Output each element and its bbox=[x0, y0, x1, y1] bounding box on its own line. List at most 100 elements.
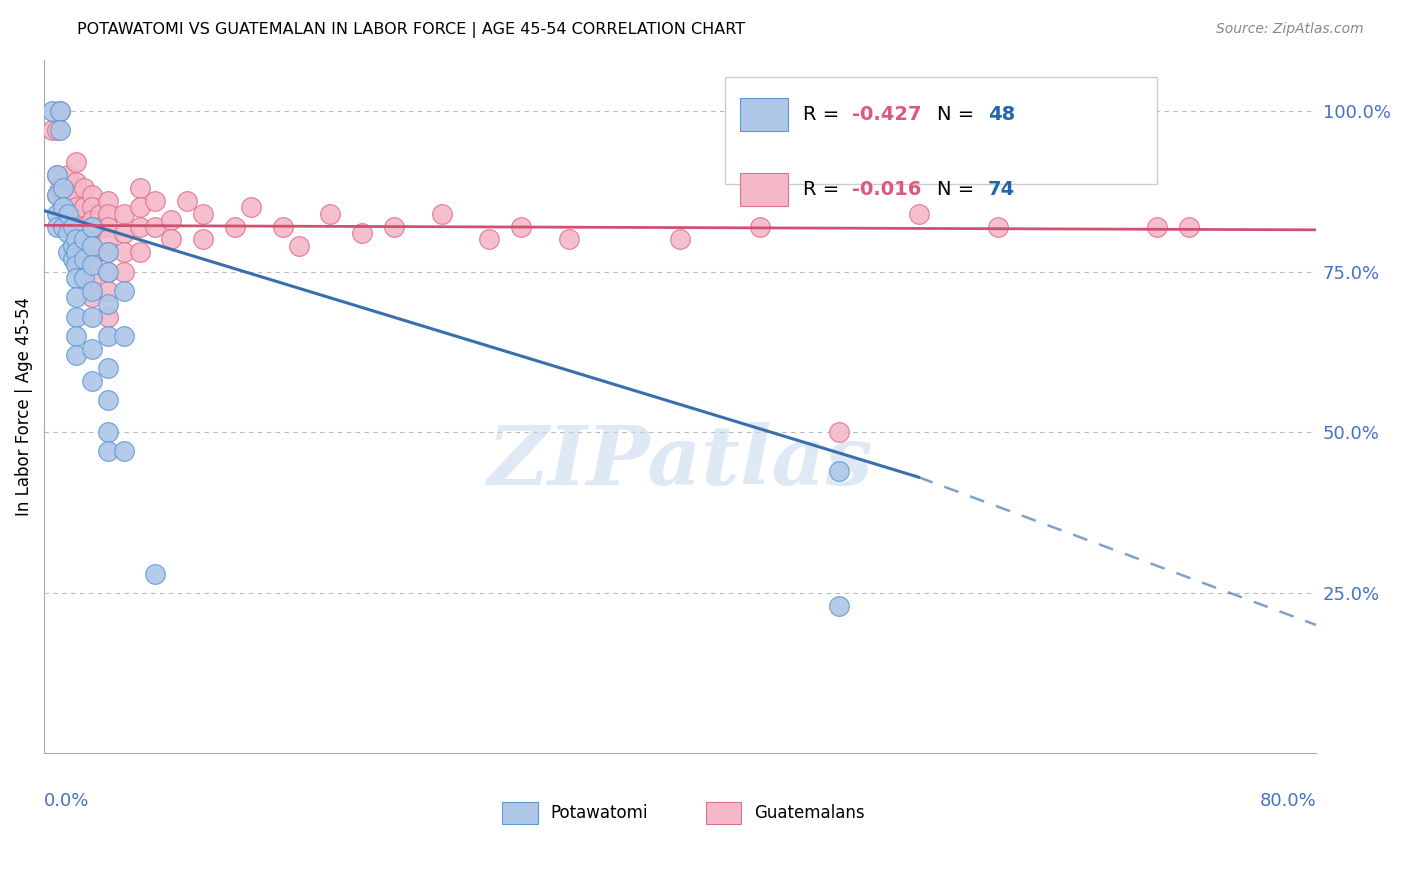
Point bbox=[65, 232, 87, 246]
Point bbox=[287, 239, 309, 253]
Point bbox=[49, 103, 72, 118]
Point bbox=[65, 245, 87, 260]
Point bbox=[56, 168, 79, 182]
Point bbox=[1114, 123, 1136, 137]
FancyBboxPatch shape bbox=[724, 77, 1157, 185]
Point bbox=[65, 239, 87, 253]
Point bbox=[41, 103, 63, 118]
Text: N =: N = bbox=[936, 180, 980, 199]
Text: POTAWATOMI VS GUATEMALAN IN LABOR FORCE | AGE 45-54 CORRELATION CHART: POTAWATOMI VS GUATEMALAN IN LABOR FORCE … bbox=[77, 22, 745, 38]
Point bbox=[97, 393, 120, 408]
Point bbox=[1146, 219, 1168, 234]
Text: 80.0%: 80.0% bbox=[1260, 791, 1316, 810]
Point bbox=[73, 232, 96, 246]
FancyBboxPatch shape bbox=[740, 98, 789, 131]
Point bbox=[65, 258, 87, 272]
Point bbox=[430, 207, 453, 221]
Point bbox=[45, 187, 67, 202]
Point bbox=[65, 187, 87, 202]
Point bbox=[669, 232, 692, 246]
Point bbox=[65, 213, 87, 227]
Point bbox=[45, 168, 67, 182]
Point bbox=[52, 219, 75, 234]
FancyBboxPatch shape bbox=[706, 802, 741, 824]
Point bbox=[65, 271, 87, 285]
Point bbox=[97, 219, 120, 234]
Point bbox=[56, 226, 79, 240]
Point bbox=[112, 329, 135, 343]
Text: R =: R = bbox=[803, 180, 846, 199]
Point bbox=[987, 219, 1010, 234]
Text: -0.016: -0.016 bbox=[852, 180, 921, 199]
Point bbox=[65, 329, 87, 343]
Point bbox=[97, 329, 120, 343]
Point bbox=[65, 226, 87, 240]
Point bbox=[112, 245, 135, 260]
Point bbox=[97, 245, 120, 260]
Point bbox=[56, 207, 79, 221]
Point bbox=[97, 264, 120, 278]
Point bbox=[828, 599, 851, 613]
Point bbox=[73, 181, 96, 195]
Point bbox=[97, 296, 120, 310]
Point bbox=[49, 103, 72, 118]
Point bbox=[65, 200, 87, 214]
Point bbox=[45, 219, 67, 234]
Point bbox=[89, 207, 111, 221]
Point bbox=[1178, 219, 1201, 234]
Point bbox=[56, 207, 79, 221]
Point bbox=[73, 200, 96, 214]
Point bbox=[62, 252, 84, 266]
Point bbox=[80, 226, 103, 240]
Point bbox=[80, 200, 103, 214]
Text: -0.427: -0.427 bbox=[852, 105, 921, 124]
Point bbox=[97, 264, 120, 278]
Point bbox=[80, 342, 103, 356]
FancyBboxPatch shape bbox=[502, 802, 537, 824]
Point bbox=[73, 252, 96, 266]
Point bbox=[97, 284, 120, 298]
Text: 0.0%: 0.0% bbox=[44, 791, 90, 810]
Point bbox=[52, 200, 75, 214]
Point bbox=[128, 219, 150, 234]
Point bbox=[478, 232, 501, 246]
Point bbox=[224, 219, 246, 234]
Point bbox=[160, 213, 183, 227]
Point bbox=[89, 219, 111, 234]
Point bbox=[97, 207, 120, 221]
Text: Potawatomi: Potawatomi bbox=[550, 804, 648, 822]
Text: Guatemalans: Guatemalans bbox=[754, 804, 865, 822]
Point bbox=[65, 175, 87, 189]
Point bbox=[907, 207, 929, 221]
Point bbox=[319, 207, 342, 221]
Point bbox=[97, 444, 120, 458]
Point bbox=[160, 232, 183, 246]
Point bbox=[73, 219, 96, 234]
Point bbox=[80, 271, 103, 285]
Point bbox=[80, 187, 103, 202]
Text: N =: N = bbox=[936, 105, 980, 124]
Point bbox=[176, 194, 198, 208]
Point bbox=[271, 219, 294, 234]
Point bbox=[80, 213, 103, 227]
Point bbox=[558, 232, 581, 246]
Point bbox=[62, 219, 84, 234]
Point bbox=[145, 566, 167, 581]
Text: R =: R = bbox=[803, 105, 846, 124]
Point bbox=[97, 310, 120, 324]
Point bbox=[145, 194, 167, 208]
Point bbox=[352, 226, 374, 240]
Point bbox=[80, 374, 103, 388]
Point bbox=[97, 425, 120, 440]
Point bbox=[80, 239, 103, 253]
Text: 48: 48 bbox=[988, 105, 1015, 124]
Text: ZIPatlas: ZIPatlas bbox=[488, 422, 873, 502]
Point bbox=[112, 444, 135, 458]
Point bbox=[49, 123, 72, 137]
Point bbox=[97, 245, 120, 260]
Point bbox=[56, 187, 79, 202]
Point bbox=[80, 310, 103, 324]
Point bbox=[49, 181, 72, 195]
Point bbox=[45, 187, 67, 202]
Point bbox=[52, 181, 75, 195]
